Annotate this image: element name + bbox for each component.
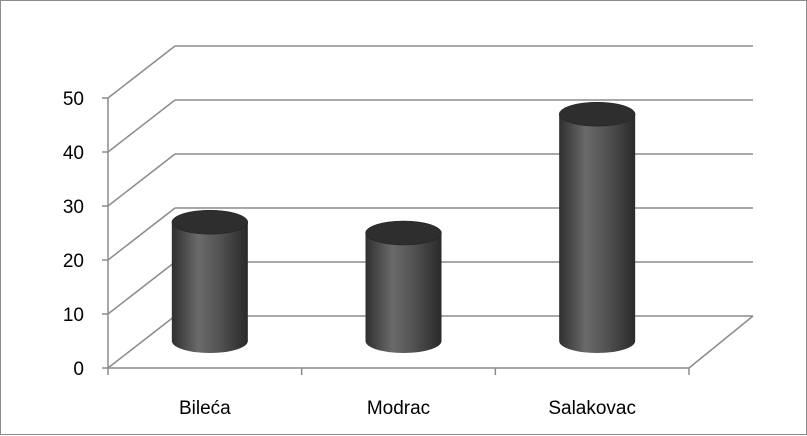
cylinder-top [558, 101, 636, 127]
cylinder-body [365, 233, 442, 353]
cylinder-bar-modrac [365, 220, 442, 353]
y-tick-label: 40 [63, 143, 84, 164]
cylinder-body [559, 114, 636, 353]
y-tick-label: 10 [63, 305, 84, 326]
gridline-diagonal [107, 153, 176, 207]
floor-right-edge [688, 315, 754, 369]
cylinder-body [171, 222, 248, 353]
grid-layer [107, 45, 754, 369]
x-category-label: Salakovac [548, 398, 636, 419]
cylinder-bar-bileća [171, 209, 249, 353]
x-category-label: Modrac [367, 398, 430, 419]
label-layer: 0 10 20 30 40 50 Bileća Modrac Salakovac [63, 89, 636, 419]
bar-layer [171, 101, 636, 353]
y-tick-label: 50 [63, 89, 84, 110]
gridline-diagonal [107, 207, 176, 261]
gridline-diagonal [107, 45, 176, 99]
axis-layer [102, 97, 690, 375]
y-tick-label: 30 [63, 197, 84, 218]
cylinder-bar-salakovac [558, 101, 636, 353]
gridline-diagonal [107, 315, 176, 369]
x-category-label: Bileća [179, 398, 231, 419]
gridline-diagonal [107, 261, 176, 315]
cylinder-top [171, 209, 249, 235]
y-tick-label: 20 [63, 251, 84, 272]
cylinder-top [365, 220, 442, 246]
y-tick-label: 0 [73, 359, 84, 380]
gridline-diagonal [107, 99, 176, 153]
